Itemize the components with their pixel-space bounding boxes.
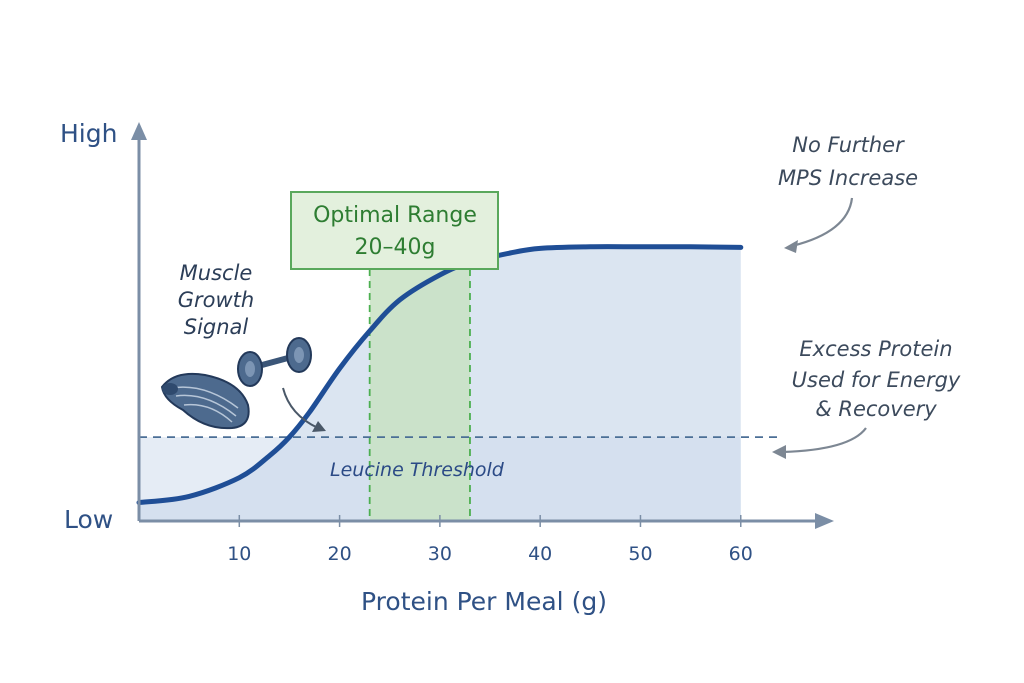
- optimal-range-box: [290, 191, 499, 270]
- signal-annotation-line-1: Muscle: [180, 261, 253, 285]
- series-line: [136, 244, 744, 506]
- x-tick-label-40: 40: [528, 543, 552, 565]
- signal-annotation-line-2: Growth: [178, 288, 254, 312]
- y-axis-low-label: Low: [64, 505, 113, 534]
- x-tick-label-30: 30: [428, 543, 452, 565]
- threshold-label: Leucine Threshold: [330, 459, 505, 481]
- muscle-icon: [160, 372, 250, 430]
- y-axis-arrow-icon: [131, 122, 147, 140]
- y-axis-high-label: High: [60, 119, 117, 148]
- signal-annotation-line-3: Signal: [184, 315, 249, 339]
- excess-annotation-line-2: Used for Energy: [792, 368, 961, 392]
- signal-arrow-icon: [282, 387, 319, 429]
- x-axis-label: Protein Per Meal (g): [361, 587, 607, 616]
- plateau-arrow-icon: [791, 197, 854, 248]
- x-axis-arrow-icon: [815, 513, 834, 529]
- curve-layer: [136, 244, 744, 506]
- x-tick-label-60: 60: [729, 543, 753, 565]
- x-tick-label-50: 50: [628, 543, 652, 565]
- plateau-arrowhead-icon: [784, 240, 798, 253]
- excess-arrow-icon: [781, 427, 867, 454]
- optimal-range-value: 20–40g: [355, 235, 436, 260]
- excess-annotation-line-3: & Recovery: [815, 397, 937, 421]
- dumbbell-icon: [237, 337, 312, 387]
- excess-arrowhead-icon: [772, 445, 786, 459]
- signal-arrowhead-icon: [312, 421, 326, 432]
- excess-annotation-line-1: Excess Protein: [799, 337, 952, 361]
- x-tick-label-20: 20: [327, 543, 351, 565]
- plateau-annotation-line-1: No Further: [792, 133, 905, 157]
- plateau-annotation-line-2: MPS Increase: [778, 166, 918, 190]
- x-tick-label-10: 10: [227, 543, 251, 565]
- tick-layer: 10 20 30 40 50 60: [227, 515, 753, 565]
- optimal-range-title: Optimal Range: [313, 203, 477, 228]
- optimal-range-band: [369, 269, 470, 521]
